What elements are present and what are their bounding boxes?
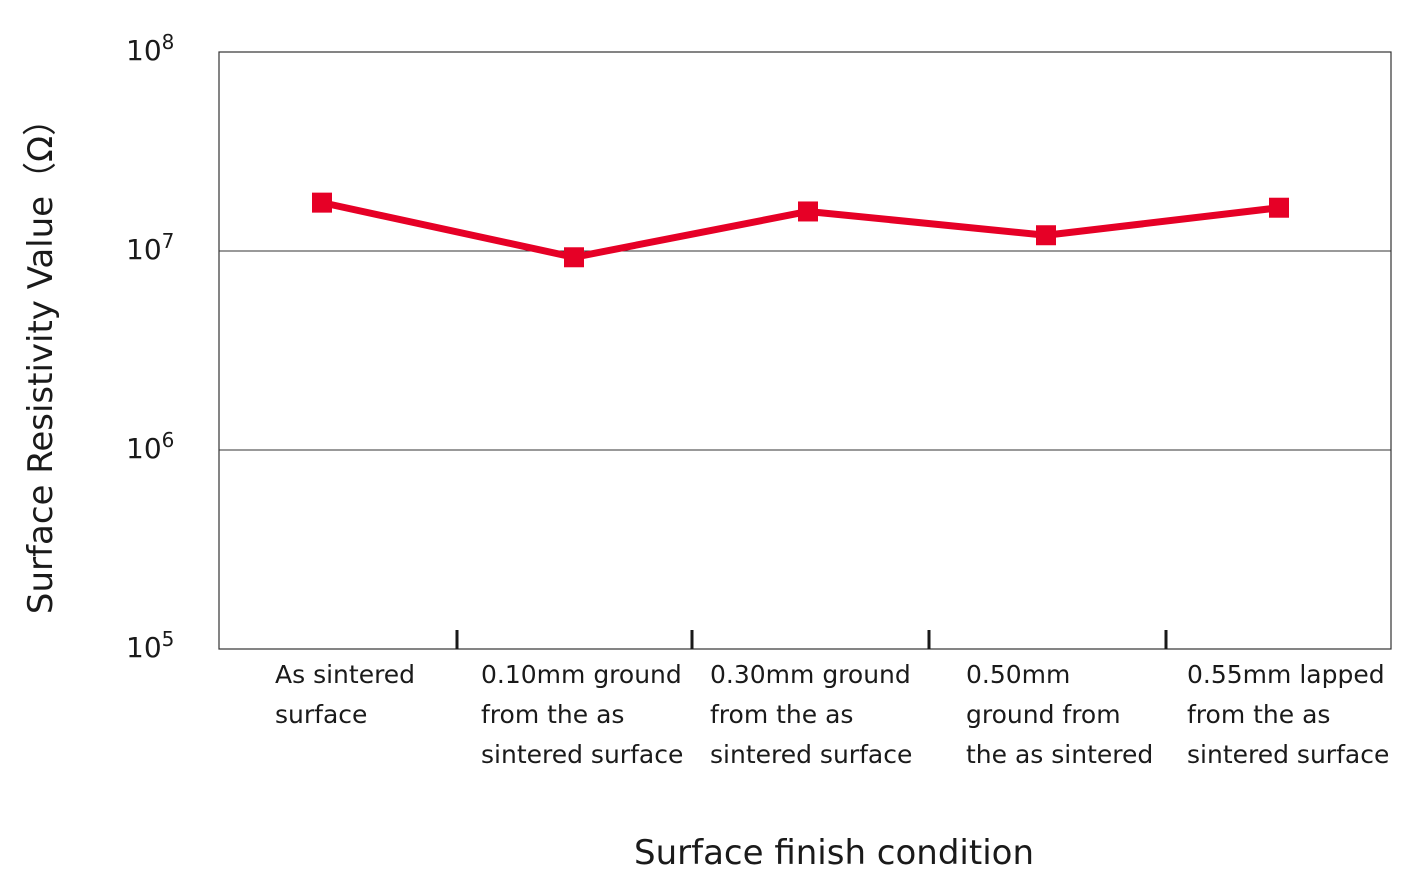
y-tick-base: 10 xyxy=(126,432,162,465)
x-axis-title: Surface finish condition xyxy=(634,833,1034,873)
x-category-label-line: 0.10mm ground xyxy=(481,660,682,689)
y-tick-base: 10 xyxy=(126,631,162,664)
data-point-marker xyxy=(1036,225,1056,246)
x-category-label: 0.30mm ground from the as sintered surface xyxy=(710,660,912,769)
data-point-marker xyxy=(798,201,818,222)
x-category-label-line: 0.30mm ground xyxy=(710,660,911,689)
y-tick-label: 108 xyxy=(126,30,174,67)
x-category-label: 0.55mm lapped from the as sintered surface xyxy=(1187,660,1389,769)
y-tick-exponent: 5 xyxy=(162,627,175,651)
y-tick-exponent: 6 xyxy=(162,428,175,452)
x-category-label-line: sintered surface xyxy=(481,740,683,769)
x-category-label-line: 0.55mm lapped xyxy=(1187,660,1385,689)
y-tick-label: 106 xyxy=(126,428,174,465)
x-category-label-line: from the as xyxy=(710,700,853,729)
y-tick-exponent: 8 xyxy=(162,30,175,54)
x-category-label-line: surface xyxy=(275,700,367,729)
x-axis-category-labels: As sintered surface 0.10mm ground from the … xyxy=(275,660,1389,769)
y-tick-label: 107 xyxy=(126,229,174,266)
x-category-label-line: sintered surface xyxy=(710,740,912,769)
x-category-label-line: 0.50mm xyxy=(966,660,1070,689)
series-layer xyxy=(312,192,1289,268)
y-axis-title: Surface Resistivity Value（Ω） xyxy=(21,102,61,614)
grid-lines xyxy=(219,250,1391,451)
x-category-label: 0.50mm ground from the as sintered xyxy=(966,660,1153,769)
plot-area xyxy=(218,51,1392,650)
x-category-label-line: sintered surface xyxy=(1187,740,1389,769)
y-tick-base: 10 xyxy=(126,34,162,67)
y-tick-exponent: 7 xyxy=(162,229,175,253)
data-point-marker xyxy=(564,247,584,268)
x-axis-ticks xyxy=(455,630,1168,649)
x-category-label: 0.10mm ground from the as sintered surface xyxy=(481,660,683,769)
data-point-marker xyxy=(1269,197,1289,218)
x-category-label-line: from the as xyxy=(481,700,624,729)
x-category-label-line: the as sintered xyxy=(966,740,1153,769)
x-category-label-line: ground from xyxy=(966,700,1121,729)
data-point-marker xyxy=(312,192,332,213)
x-category-label-line: from the as xyxy=(1187,700,1330,729)
y-tick-label: 105 xyxy=(126,627,174,664)
x-category-label: As sintered surface xyxy=(275,660,415,729)
y-tick-base: 10 xyxy=(126,233,162,266)
x-category-label-line: As sintered xyxy=(275,660,415,689)
